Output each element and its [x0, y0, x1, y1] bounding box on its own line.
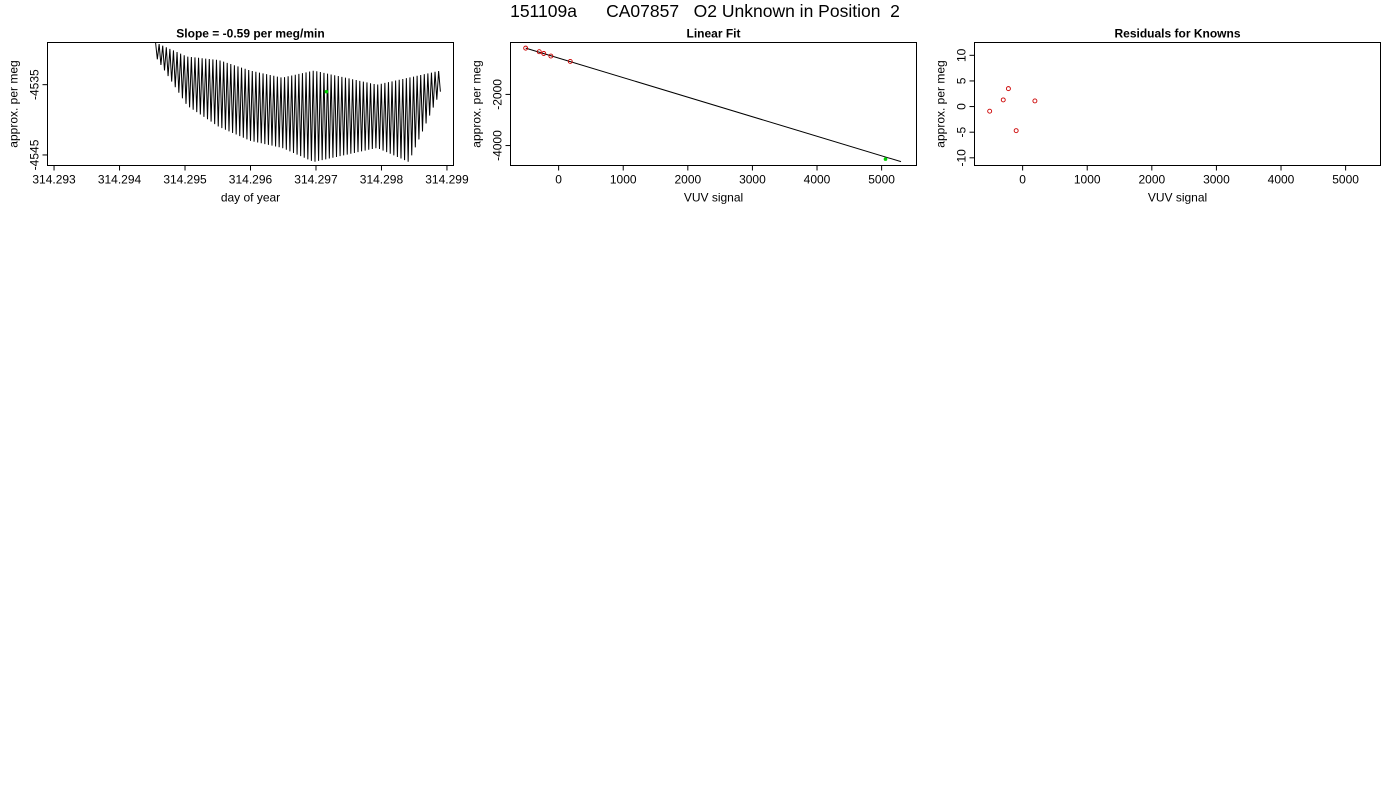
- x-tick-label: 5000: [868, 173, 895, 187]
- plot-frame: [974, 42, 1381, 166]
- data-point: [1000, 97, 1006, 103]
- y-tick-label: -4535: [28, 69, 42, 100]
- data-point: [1005, 86, 1011, 92]
- x-tick-label: 314.297: [294, 173, 338, 187]
- y-axis-label: approx. per meg: [470, 60, 484, 147]
- x-tick-label: 2000: [674, 173, 701, 187]
- x-tick-label: 314.293: [32, 173, 76, 187]
- plot-area: [987, 86, 1038, 134]
- x-tick-label: 3000: [739, 173, 766, 187]
- panel-linear-fit: Linear Fit 0 1000 2000 3000 4000 5000 -2000 -400…: [470, 27, 917, 205]
- data-point: [1032, 98, 1038, 104]
- x-tick-label: 1000: [610, 173, 637, 187]
- x-tick-label: 0: [555, 173, 562, 187]
- data-point: [523, 45, 529, 51]
- x-tick-label: 4000: [804, 173, 831, 187]
- x-tick-label: 314.295: [163, 173, 207, 187]
- x-tick-label: 1000: [1074, 173, 1101, 187]
- data-point: [987, 108, 993, 114]
- plot-frame: [47, 42, 454, 166]
- x-tick-label: 3000: [1203, 173, 1230, 187]
- data-point: [1013, 128, 1019, 134]
- y-tick-label: -10: [955, 149, 969, 167]
- y-tick-label: -5: [955, 127, 969, 138]
- x-tick-label: 314.299: [425, 173, 469, 187]
- y-tick-label: 10: [955, 48, 969, 62]
- plot-title: Slope = -0.59 per meg/min: [176, 27, 324, 41]
- x-axis-label: day of year: [221, 191, 280, 205]
- data-point: [541, 51, 547, 56]
- y-tick-label: 5: [955, 77, 969, 84]
- x-tick-label: 314.294: [98, 173, 142, 187]
- y-axis-label: approx. per meg: [934, 60, 948, 147]
- plot-area: [523, 45, 902, 163]
- x-tick-label: 314.296: [229, 173, 273, 187]
- x-tick-label: 314.298: [360, 173, 404, 187]
- data-point: [567, 58, 573, 64]
- x-axis-label: VUV signal: [1148, 191, 1207, 205]
- y-tick-label: -4545: [28, 139, 42, 170]
- x-tick-label: 2000: [1138, 173, 1165, 187]
- figure-title: 151109a CA07857 O2 Unknown in Position 2: [510, 1, 900, 21]
- x-tick-label: 5000: [1332, 173, 1359, 187]
- plot-title: Linear Fit: [686, 27, 740, 41]
- highlight-point: [324, 89, 329, 94]
- fit-line: [525, 47, 902, 163]
- y-tick-label: 0: [955, 103, 969, 110]
- plot-title: Residuals for Knowns: [1114, 27, 1240, 41]
- data-point: [536, 49, 542, 55]
- x-axis-label: VUV signal: [684, 191, 743, 205]
- y-axis-label: approx. per meg: [7, 60, 21, 147]
- y-tick-label: -2000: [491, 79, 505, 110]
- unknown-point: [883, 157, 888, 161]
- series-line-0: [155, 42, 441, 162]
- plot-area: [155, 42, 441, 162]
- panel-residuals: Residuals for Knowns 0 1000 2000 3000 4000 500…: [934, 27, 1381, 205]
- data-point: [548, 53, 554, 59]
- plot-frame: [510, 42, 917, 166]
- panel-timeseries: Slope = -0.59 per meg/min 314.293 314.294 3…: [7, 27, 469, 205]
- x-tick-label: 0: [1019, 173, 1026, 187]
- y-tick-label: -4000: [491, 130, 505, 161]
- x-tick-label: 4000: [1268, 173, 1295, 187]
